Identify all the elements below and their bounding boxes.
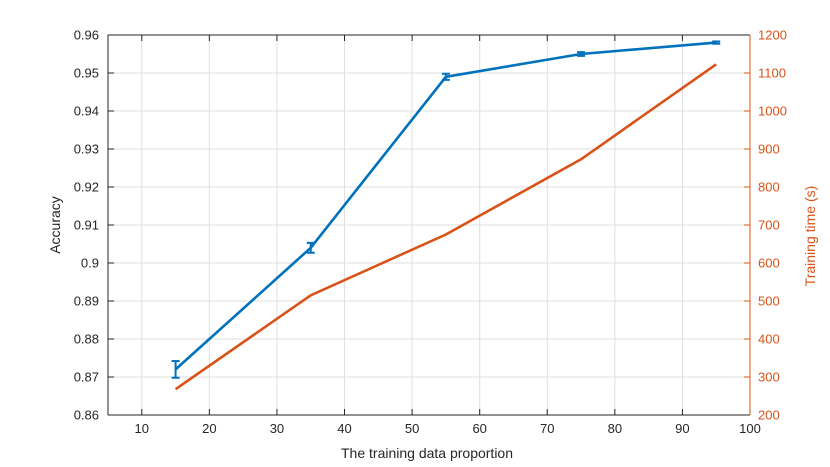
y-right-tick-label: 800 (758, 180, 780, 195)
x-tick-label: 40 (337, 421, 351, 436)
x-tick-label: 50 (405, 421, 419, 436)
y-right-tick-label: 700 (758, 218, 780, 233)
y-left-axis-title: Accuracy (47, 196, 63, 254)
y-right-tick-label: 1000 (758, 104, 787, 119)
grid-lines (108, 34, 751, 416)
y-left-tick-label: 0.93 (74, 142, 99, 157)
x-tick-label: 100 (739, 421, 761, 436)
y-right-tick-label: 400 (758, 332, 780, 347)
y-left-tick-label: 0.91 (74, 218, 99, 233)
series-layer (171, 40, 721, 391)
x-axis-title: The training data proportion (341, 445, 513, 461)
y-left-tick-label: 0.87 (74, 370, 99, 385)
y-left-tick-label: 0.95 (74, 66, 99, 81)
x-tick-label: 90 (675, 421, 689, 436)
y-right-tick-label: 200 (758, 408, 780, 423)
y-right-tick-label: 600 (758, 256, 780, 271)
x-tick-label: 70 (540, 421, 554, 436)
y-left-tick-label: 0.88 (74, 332, 99, 347)
tick-labels: 10 20 30 40 50 60 70 80 90 100 0.86 0.87 0.88 0.89 0.9… (74, 28, 787, 437)
x-tick-label: 80 (608, 421, 622, 436)
y-right-tick-label: 1100 (758, 66, 786, 81)
y-left-tick-label: 0.9 (81, 256, 99, 271)
x-tick-label: 20 (202, 421, 216, 436)
axes (107, 34, 751, 416)
y-right-axis-title: Training time (s) (802, 186, 818, 287)
y-right-tick-label: 300 (758, 370, 780, 385)
x-tick-label: 60 (472, 421, 486, 436)
x-tick-label: 30 (270, 421, 284, 436)
y-right-tick-label: 900 (758, 142, 780, 157)
y-right-tick-label: 1200 (758, 28, 787, 43)
y-left-tick-label: 0.89 (74, 294, 99, 309)
training-time-line (174, 63, 717, 391)
y-right-tick-label: 500 (758, 294, 780, 309)
y-left-tick-label: 0.92 (74, 180, 99, 195)
y-left-tick-label: 0.94 (74, 104, 99, 119)
y-left-tick-label: 0.96 (74, 28, 99, 43)
y-left-tick-label: 0.86 (74, 408, 99, 423)
x-tick-label: 10 (135, 421, 149, 436)
